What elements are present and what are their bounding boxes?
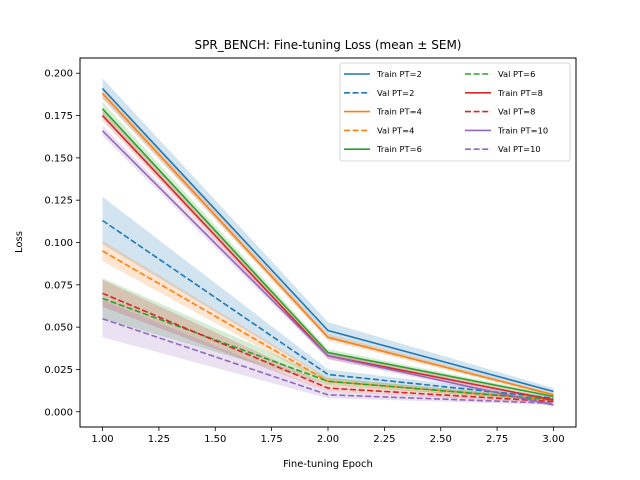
y-tick-label: 0.000: [44, 407, 73, 418]
y-tick-label: 0.175: [44, 111, 73, 122]
series-lines: [101, 87, 554, 406]
legend-label-train-pt-10: Train PT=10: [497, 125, 548, 135]
legend-label-train-pt-6: Train PT=6: [376, 144, 422, 154]
y-tick-label: 0.075: [44, 280, 73, 291]
legend-label-val-pt-2: Val PT=2: [377, 88, 414, 98]
series-line-val-pt-8: [102, 292, 554, 403]
series-line-val-pt-2: [102, 219, 554, 399]
sem-band-train-pt-2: [102, 78, 554, 395]
x-tick-label: 1.25: [148, 434, 170, 445]
x-tick-label: 2.50: [430, 434, 452, 445]
legend-label-val-pt-6: Val PT=6: [498, 69, 535, 79]
x-tick-label: 3.00: [542, 434, 564, 445]
y-tick-label: 0.025: [44, 365, 73, 376]
legend-label-val-pt-10: Val PT=10: [498, 144, 541, 154]
y-tick-label: 0.050: [44, 323, 73, 334]
series-line-train-pt-4: [101, 92, 554, 396]
x-tick-label: 1.00: [91, 434, 113, 445]
chart-title: SPR_BENCH: Fine-tuning Loss (mean ± SEM): [195, 38, 462, 52]
x-tick-label: 2.00: [317, 434, 339, 445]
series-line-train-pt-10: [101, 130, 554, 406]
y-ticks: 0.000 0.025 0.050 0.075 0.100 0.125 0.150 0.175…: [44, 69, 80, 418]
series-line-train-pt-6: [101, 108, 554, 398]
legend-box: [339, 62, 571, 162]
legend-label-val-pt-8: Val PT=8: [498, 107, 535, 117]
legend-label-train-pt-8: Train PT=8: [497, 88, 543, 98]
series-line-train-pt-2: [101, 87, 554, 393]
legend-label-train-pt-4: Train PT=4: [376, 107, 422, 117]
sem-band-val-pt-6: [102, 278, 554, 402]
sem-bands: [102, 78, 554, 407]
legend-label-val-pt-4: Val PT=4: [377, 125, 414, 135]
series-line-val-pt-6: [102, 297, 554, 401]
legend-label-train-pt-2: Train PT=2: [376, 69, 422, 79]
x-tick-label: 2.75: [486, 434, 508, 445]
y-tick-label: 0.150: [44, 153, 73, 164]
y-tick-label: 0.125: [44, 196, 73, 207]
x-ticks: 1.00 1.25 1.50 1.75 2.00 2.25 2.50 2.75 3.00: [91, 427, 565, 445]
y-tick-label: 0.200: [44, 69, 73, 80]
x-tick-label: 1.75: [261, 434, 283, 445]
y-axis-label: Loss: [14, 231, 25, 253]
series-line-val-pt-4: [102, 250, 554, 401]
sem-band-val-pt-2: [102, 196, 554, 400]
x-axis-label: Fine-tuning Epoch: [283, 459, 373, 470]
y-tick-label: 0.100: [44, 238, 73, 249]
x-tick-label: 2.25: [373, 434, 395, 445]
sem-band-val-pt-10: [102, 300, 554, 405]
x-tick-label: 1.50: [204, 434, 226, 445]
series-line-val-pt-10: [102, 317, 554, 405]
sem-band-train-pt-4: [102, 88, 554, 397]
legend: Train PT=2 Val PT=2 Train PT=4 Val PT=4 Trai…: [339, 62, 571, 162]
